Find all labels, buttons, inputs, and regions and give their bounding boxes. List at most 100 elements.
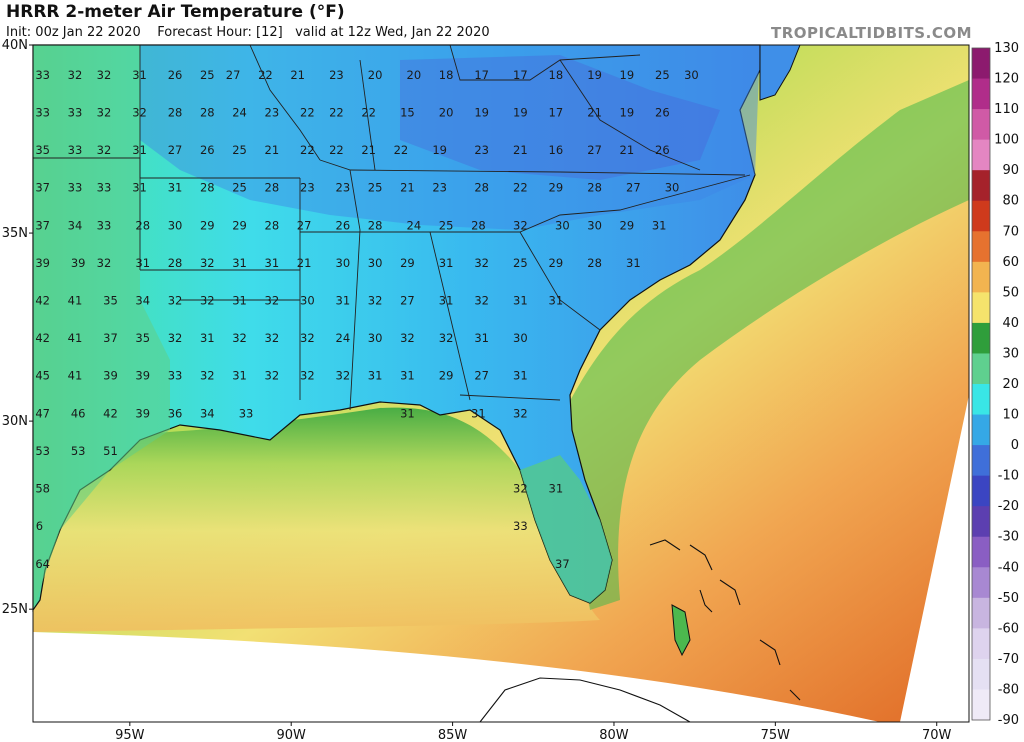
station-temp-label: 32 [265, 294, 280, 308]
station-temp-label: 28 [200, 181, 215, 195]
no-data-region-east [900, 395, 969, 722]
station-temp-label: 22 [513, 181, 528, 195]
station-temp-label: 21 [265, 143, 280, 157]
longitude-labels: 95W 90W 85W 80W 75W 70W [115, 722, 952, 742]
station-temp-label: 27 [297, 218, 312, 232]
latitude-label: 25N [2, 602, 28, 617]
station-temp-label: 42 [35, 331, 50, 345]
station-temp-label: 25 [513, 256, 528, 270]
station-temp-label: 23 [336, 181, 351, 195]
station-temp-label: 31 [400, 369, 415, 383]
station-temp-label: 31 [135, 256, 150, 270]
station-temp-label: 28 [587, 256, 602, 270]
station-temp-label: 32 [439, 331, 454, 345]
station-temp-label: 30 [168, 218, 183, 232]
station-temp-label: 24 [232, 105, 247, 119]
station-temp-label: 31 [132, 68, 147, 82]
station-temp-label: 32 [300, 369, 315, 383]
colorbar-segment [972, 384, 990, 416]
station-temp-label: 16 [549, 143, 564, 157]
station-temp-label: 42 [35, 294, 50, 308]
station-temp-label: 32 [474, 256, 489, 270]
station-temp-label: 34 [68, 218, 83, 232]
colorbar-tick-label: 70 [1002, 224, 1019, 239]
station-temp-label: 58 [35, 482, 50, 496]
station-temp-label: 31 [471, 406, 486, 420]
colorbar-segment [972, 689, 990, 721]
station-temp-label: 22 [361, 105, 376, 119]
station-temp-label: 18 [439, 68, 454, 82]
temperature-colorbar: 1301201101009080706050403020100-10-20-30… [971, 41, 1019, 728]
station-temp-label: 32 [368, 294, 383, 308]
station-temp-label: 32 [200, 369, 215, 383]
colorbar-segment [972, 445, 990, 477]
station-temp-label: 20 [439, 105, 454, 119]
station-temp-label: 31 [200, 331, 215, 345]
colorbar-tick-label: 80 [1002, 194, 1019, 209]
station-temp-label: 29 [549, 256, 564, 270]
station-temp-label: 32 [513, 406, 528, 420]
station-temp-label: 32 [97, 68, 112, 82]
station-temp-label: 30 [684, 68, 699, 82]
colorbar-segment [972, 322, 990, 354]
station-temp-label: 28 [368, 218, 383, 232]
station-temp-label: 28 [168, 105, 183, 119]
colorbar-segment [972, 353, 990, 385]
station-temp-label: 46 [71, 406, 86, 420]
station-temp-label: 53 [35, 444, 50, 458]
station-temp-label: 41 [68, 369, 83, 383]
colorbar-tick-label: 60 [1002, 255, 1019, 270]
bahamas-islands [649, 539, 801, 701]
station-temp-label: 17 [474, 68, 489, 82]
station-temp-label: 35 [103, 294, 118, 308]
station-temp-label: 35 [135, 331, 150, 345]
init-time: Init: 00z Jan 22 2020 [6, 25, 141, 40]
station-temp-label: 25 [232, 143, 247, 157]
station-temp-label: 22 [329, 143, 344, 157]
station-temp-label: 28 [135, 218, 150, 232]
station-temp-label: 32 [265, 331, 280, 345]
station-temp-label: 28 [587, 181, 602, 195]
station-temp-label: 42 [103, 406, 118, 420]
colorbar-tick-label: 100 [994, 133, 1019, 148]
station-temp-label: 53 [71, 444, 86, 458]
map-panel [32, 44, 969, 723]
station-temp-label: 23 [474, 143, 489, 157]
colorbar-tick-label: 30 [1002, 346, 1019, 361]
station-temp-label: 32 [97, 256, 112, 270]
station-temp-label: 33 [239, 406, 254, 420]
station-temp-label: 15 [400, 105, 415, 119]
latitude-labels: 40N 35N 30N 25N [2, 38, 33, 617]
station-temp-label: 34 [135, 294, 150, 308]
station-temp-label: 30 [336, 256, 351, 270]
station-temp-label: 17 [549, 105, 564, 119]
station-temp-label: 33 [35, 68, 50, 82]
station-temp-label: 32 [513, 218, 528, 232]
station-temp-label: 37 [35, 218, 50, 232]
station-temp-label: 29 [439, 369, 454, 383]
station-temp-label: 31 [232, 369, 247, 383]
station-temp-label: 32 [336, 369, 351, 383]
colorbar-tick-label: -50 [998, 591, 1019, 606]
station-temp-label: 33 [68, 181, 83, 195]
colorbar-segment [972, 567, 990, 599]
station-temp-label: 37 [103, 331, 118, 345]
station-temp-label: 21 [361, 143, 376, 157]
colorbar-tick-label: 130 [994, 41, 1019, 56]
map-subtitle: Init: 00z Jan 22 2020 Forecast Hour: [12… [6, 25, 490, 40]
colorbar-tick-label: 40 [1002, 316, 1019, 331]
colorbar-tick-label: -40 [998, 560, 1019, 575]
station-temp-label: 33 [68, 105, 83, 119]
station-temp-label: 30 [300, 294, 315, 308]
station-temp-label: 22 [394, 143, 409, 157]
colorbar-segment [972, 139, 990, 171]
station-temp-label: 45 [35, 369, 50, 383]
station-temp-label: 32 [232, 331, 247, 345]
station-temp-label: 21 [513, 143, 528, 157]
colorbar-tick-label: 120 [994, 72, 1019, 87]
longitude-label: 70W [922, 728, 952, 742]
station-temp-label: 24 [407, 218, 422, 232]
colorbar-segment [972, 628, 990, 660]
colorbar-segment [972, 414, 990, 446]
cold-airmass-overlay [140, 45, 760, 230]
